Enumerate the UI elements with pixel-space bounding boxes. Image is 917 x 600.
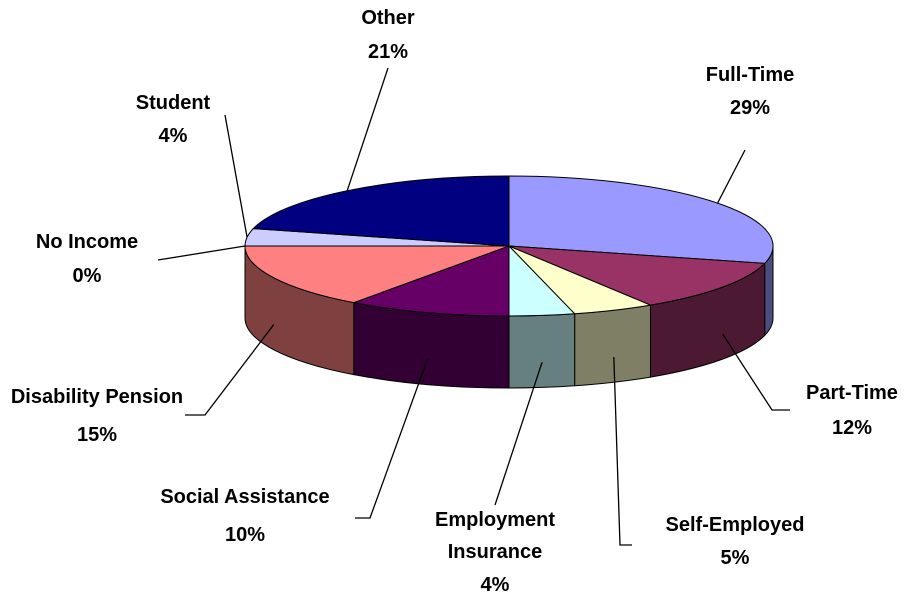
leader-line xyxy=(494,362,543,506)
leader-line xyxy=(346,67,389,191)
value-label: 5% xyxy=(720,547,750,569)
leader-line xyxy=(224,114,248,238)
leader-line xyxy=(185,324,275,416)
category-label: Disability Pension xyxy=(10,386,184,408)
value-label: 0% xyxy=(72,265,102,287)
leader-line xyxy=(722,333,790,411)
slice-top xyxy=(508,175,774,264)
category-label: Student xyxy=(135,92,211,114)
slice-side xyxy=(508,313,576,389)
leader-line xyxy=(717,149,746,204)
value-label: 15% xyxy=(76,424,118,446)
category-label: Other xyxy=(361,7,415,29)
value-label: 4% xyxy=(480,574,510,596)
slice-top xyxy=(508,245,766,306)
value-label: 10% xyxy=(224,524,266,546)
slice-top xyxy=(244,245,510,304)
category-label: Social Assistance xyxy=(160,486,330,508)
value-label: 29% xyxy=(729,97,771,119)
leader-line xyxy=(613,357,632,546)
category-label: Self-Employed xyxy=(665,514,805,536)
leader-line xyxy=(157,245,246,261)
category-label: Full-Time xyxy=(705,64,795,86)
value-label: 4% xyxy=(158,125,188,147)
category-label: Employment Insurance xyxy=(434,509,556,563)
slice-top xyxy=(351,245,510,317)
slice-side xyxy=(574,304,651,387)
value-label: 21% xyxy=(367,41,409,63)
category-label: Part-Time xyxy=(806,382,898,404)
value-label: 12% xyxy=(831,417,873,439)
category-label: No Income xyxy=(35,231,139,253)
leader-line xyxy=(355,359,429,519)
slice-top xyxy=(252,175,510,247)
